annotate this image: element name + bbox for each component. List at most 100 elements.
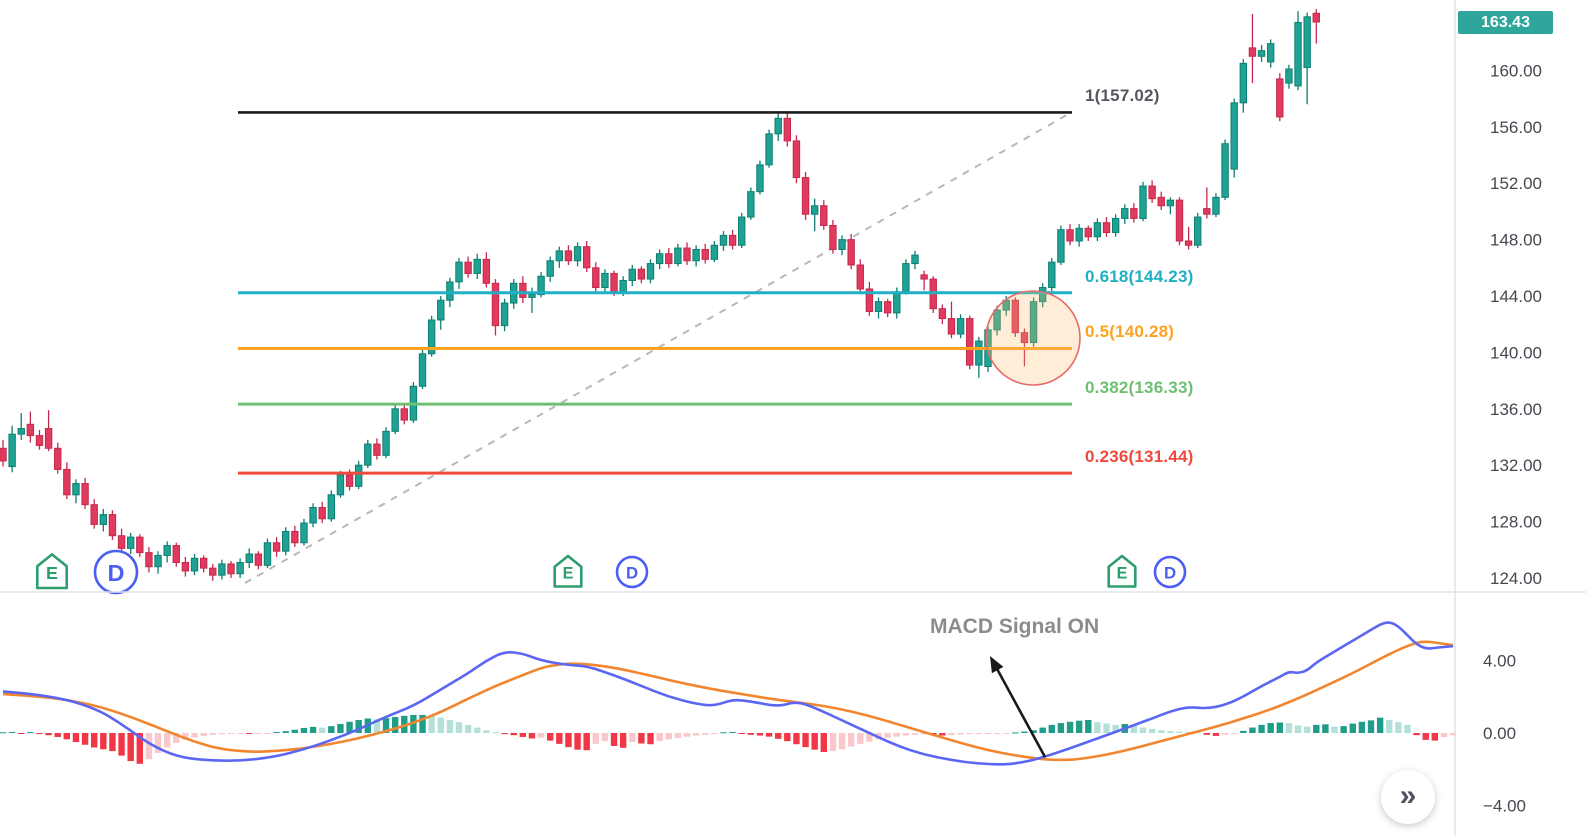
macd-histogram-bar (556, 733, 563, 744)
macd-histogram-bar (638, 733, 645, 744)
fib-label-05[interactable]: 0.5(140.28) (1085, 322, 1175, 342)
macd-histogram-bar (829, 733, 837, 752)
candle-body (63, 468, 71, 496)
macd-histogram-bar (483, 730, 490, 733)
macd-histogram-bar (537, 733, 545, 738)
candle-body (90, 504, 98, 525)
macd-histogram-bar (1276, 722, 1283, 733)
macd-histogram-bar (81, 733, 89, 745)
macd-histogram-bar (948, 733, 955, 736)
macd-histogram-bar (1413, 733, 1420, 736)
candle-body (710, 244, 719, 260)
macd-histogram-bar (838, 733, 846, 750)
macd-histogram-bar (1021, 731, 1028, 733)
dividend-marker-icon[interactable] (93, 549, 139, 595)
macd-histogram-bar (738, 733, 745, 734)
macd-histogram-bar (300, 727, 308, 733)
macd-histogram-bar (519, 733, 527, 737)
candle-body (938, 308, 947, 320)
candle-body (1093, 222, 1102, 238)
macd-histogram-bar (246, 733, 253, 734)
macd-histogram-bar (1130, 725, 1138, 733)
macd-histogram-bar (264, 733, 271, 734)
candle-body (464, 261, 472, 274)
candle-body (263, 542, 272, 566)
candle-body (1239, 62, 1248, 104)
macd-histogram-bar (720, 732, 727, 734)
macd-histogram-bar (54, 733, 61, 737)
candle-body (190, 557, 199, 572)
price-axis-tick[interactable]: 136.00 (1490, 400, 1542, 419)
price-axis-tick[interactable]: 132.00 (1490, 456, 1542, 475)
event-marker-letter: E (1117, 564, 1128, 582)
price-axis-tick[interactable]: 140.00 (1490, 343, 1542, 362)
macd-histogram-bar (547, 733, 554, 741)
macd-histogram-bar (291, 729, 299, 733)
fib-trendline[interactable] (244, 111, 1073, 584)
macd-histogram-bar (1285, 723, 1293, 733)
candle-body (108, 514, 117, 537)
macd-axis-tick[interactable]: −4.00 (1483, 796, 1526, 815)
macd-histogram-bar (45, 733, 52, 736)
macd-histogram-bar (1313, 724, 1320, 733)
price-axis-tick[interactable]: 160.00 (1490, 61, 1542, 80)
candle-body (1221, 143, 1229, 198)
highlight-circle[interactable] (985, 290, 1081, 386)
candle-body (610, 272, 618, 293)
candle-body (692, 248, 700, 262)
candle-body (956, 318, 965, 335)
candle-body (1130, 208, 1138, 219)
candle-body (500, 302, 509, 327)
macd-histogram-bar (437, 717, 444, 733)
candle-body (637, 268, 646, 280)
earnings-marker-icon[interactable] (35, 553, 68, 590)
candle-body (218, 563, 226, 576)
candle-body (820, 205, 828, 226)
candle-body (418, 353, 427, 387)
macd-histogram-bar (91, 733, 98, 748)
earnings-marker-icon[interactable] (553, 554, 583, 588)
candle-body (1139, 185, 1147, 219)
macd-histogram-bar (775, 733, 782, 739)
candle-body (966, 318, 974, 366)
macd-histogram-bar (784, 733, 791, 742)
macd-histogram-bar (1349, 723, 1356, 733)
macd-histogram-bar (1249, 727, 1256, 733)
macd-histogram-bar (1240, 730, 1247, 733)
candle-body (528, 294, 536, 298)
macd-axis-tick[interactable]: 0.00 (1483, 724, 1516, 743)
candle-body (1011, 299, 1020, 334)
candle-body (555, 250, 564, 262)
fib-label-1[interactable]: 1(157.02) (1085, 86, 1160, 106)
annotation-arrow-head (990, 656, 1004, 674)
candle-body (1312, 12, 1320, 23)
candle-body (1276, 78, 1284, 118)
price-axis-tick[interactable]: 124.00 (1490, 569, 1542, 588)
macd-histogram-bar (1267, 723, 1274, 733)
price-axis-tick[interactable]: 148.00 (1490, 231, 1542, 250)
macd-histogram-bar (975, 733, 983, 734)
price-axis-tick[interactable]: 128.00 (1490, 513, 1542, 532)
candle-body (738, 216, 746, 246)
fib-label-0382[interactable]: 0.382(136.33) (1085, 378, 1194, 398)
macd-histogram-bar (1176, 731, 1183, 733)
candle-body (26, 423, 35, 437)
event-marker-letter: D (108, 560, 125, 586)
event-marker-letter: E (563, 564, 574, 582)
macd-histogram-bar (920, 733, 928, 735)
macd-histogram-bar (255, 733, 262, 734)
fib-label-0236[interactable]: 0.236(131.44) (1085, 447, 1194, 467)
macd-axis-tick[interactable]: 4.00 (1483, 652, 1516, 671)
macd-histogram-bar (282, 731, 289, 733)
price-axis-tick[interactable]: 152.00 (1490, 174, 1542, 193)
dividend-marker-icon[interactable] (1153, 555, 1187, 589)
price-axis-tick[interactable]: 144.00 (1490, 287, 1542, 306)
dividend-marker-icon[interactable] (615, 555, 649, 589)
macd-histogram-bar (1158, 730, 1165, 733)
candle-body (601, 272, 609, 289)
earnings-marker-icon[interactable] (1107, 554, 1137, 588)
fib-label-0618[interactable]: 0.618(144.23) (1085, 266, 1194, 286)
price-axis-tick[interactable]: 156.00 (1490, 118, 1542, 137)
scroll-to-latest-button[interactable]: » (1381, 770, 1435, 824)
